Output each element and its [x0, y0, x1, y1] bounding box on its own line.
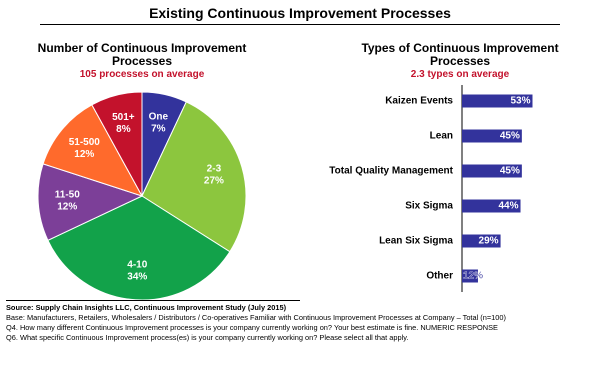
slice-value-label: 7% [151, 124, 166, 135]
bar-subtitle: 2.3 types on average [410, 69, 510, 80]
pie-slice [47, 195, 231, 300]
pie-slice [42, 104, 144, 197]
bar [462, 94, 533, 108]
pie-slice [91, 91, 143, 197]
value-label: 53% [510, 96, 530, 107]
question-note: Q4. How many different Continuous Improv… [6, 323, 498, 332]
value-label: 12% [463, 271, 483, 282]
bar [462, 129, 522, 143]
bar [462, 234, 501, 248]
slice-value-label: 8% [116, 124, 131, 135]
slice-label: 501+ [112, 112, 135, 123]
source-note: Source: Supply Chain Insights LLC, Conti… [6, 303, 287, 312]
value-label: 45% [500, 166, 520, 177]
slice-label: One [149, 112, 169, 123]
slice-value-label: 12% [57, 201, 77, 212]
value-label: 45% [500, 131, 520, 142]
notes-rule [6, 300, 300, 301]
category-label: Lean [430, 131, 453, 142]
charts: One7%2-327%4-1034%11-5012%51-50012%501+8… [37, 85, 533, 300]
slice-value-label: 27% [204, 176, 224, 187]
category-label: Lean Six Sigma [379, 236, 453, 247]
category-label: Kaizen Events [385, 96, 453, 107]
base-note: Base: Manufacturers, Retailers, Wholesal… [6, 313, 506, 322]
bar-title: Types of Continuous Improvement Processe… [361, 41, 559, 68]
pie-subtitle: 105 processes on average [79, 69, 205, 80]
category-label: Other [426, 271, 453, 282]
bar [462, 269, 478, 283]
title-rule [40, 24, 560, 25]
pie-slice [141, 101, 247, 253]
pie-title: Number of Continuous Improvement Process… [37, 41, 247, 68]
slice-label: 51-500 [69, 137, 101, 148]
category-label: Total Quality Management [329, 166, 453, 177]
main-title: Existing Continuous Improvement Processe… [149, 5, 451, 21]
slice-value-label: 12% [74, 149, 94, 160]
pie-slice [37, 163, 144, 241]
slice-value-label: 34% [127, 271, 147, 282]
value-label: 29% [479, 236, 499, 247]
slice-label: 2-3 [207, 164, 222, 175]
bar [462, 199, 521, 213]
category-label: Six Sigma [405, 201, 453, 212]
question-note: Q6. What specific Continuous Improvement… [6, 333, 409, 342]
slice-label: 4-10 [127, 259, 147, 270]
bar [462, 164, 522, 178]
slice-label: 11-50 [55, 189, 80, 200]
value-label: 44% [499, 201, 519, 212]
